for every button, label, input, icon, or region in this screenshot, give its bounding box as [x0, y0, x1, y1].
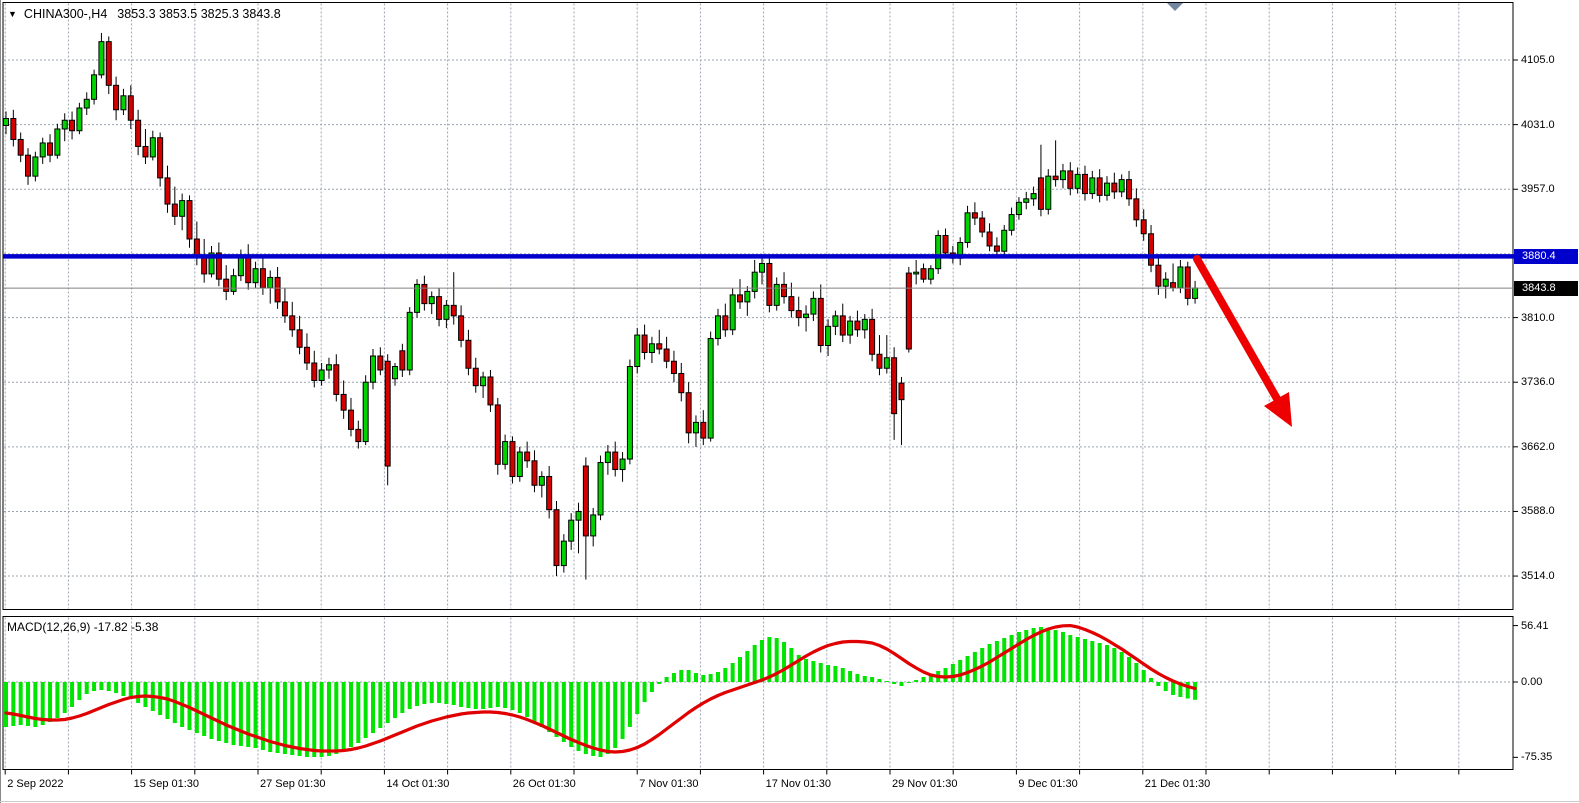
macd-axis-label: 0.00: [1521, 676, 1543, 688]
time-axis-label: 9 Dec 01:30: [1018, 778, 1078, 790]
hline-price-tag: 3880.4: [1514, 248, 1578, 264]
grid: [4, 3, 1512, 769]
macd-pane[interactable]: [2, 616, 1514, 770]
last-price-tag: 3843.8: [1514, 280, 1578, 296]
time-axis-label: 7 Nov 01:30: [639, 778, 699, 790]
macd-signal-line: [4, 623, 1197, 754]
main-chart-pane[interactable]: [2, 2, 1514, 610]
time-axis-label: 26 Oct 01:30: [512, 778, 576, 790]
time-axis-label: 17 Nov 01:30: [765, 778, 832, 790]
candlestick-series: [3, 32, 1199, 580]
price-axis-label: 3736.0: [1521, 376, 1555, 389]
macd-axis-label: 56.41: [1521, 619, 1549, 632]
price-axis-label: 3514.0: [1521, 570, 1555, 583]
macd-histogram: [4, 627, 1198, 757]
price-axis-label: 3957.0: [1521, 183, 1555, 196]
symbol-title: ▼ CHINA300-,H4 3853.3 3853.5 3825.3 3843.8: [8, 7, 281, 21]
time-axis-label: 15 Sep 01:30: [133, 778, 200, 790]
time-axis-label: 21 Dec 01:30: [1144, 778, 1211, 790]
price-axis-label: 3588.0: [1521, 505, 1555, 518]
time-axis-label: 2 Sep 2022: [7, 778, 64, 790]
chevron-down-icon[interactable]: ▼: [8, 9, 17, 19]
symbol-period-label: CHINA300-,H4: [23, 7, 108, 21]
axis-ticks: [4, 59, 1518, 775]
trend-arrow-annotation[interactable]: [1193, 255, 1292, 427]
price-axis-label: 4031.0: [1521, 118, 1555, 131]
price-axis-label: 3662.0: [1521, 440, 1555, 453]
time-axis-label: 27 Sep 01:30: [260, 778, 326, 790]
scroll-marker-icon: [1167, 3, 1183, 11]
price-axis-label: 3810.0: [1521, 311, 1555, 324]
horizontal-line-3880[interactable]: [3, 254, 1576, 259]
price-axis-label: 4105.0: [1521, 54, 1555, 66]
ohlc-quote-values: 3853.3 3853.5 3825.3 3843.8: [117, 7, 281, 21]
macd-indicator-label: MACD(12,26,9) -17.82 -5.38: [7, 620, 159, 634]
time-axis-label: 29 Nov 01:30: [892, 778, 958, 790]
time-axis-label: 14 Oct 01:30: [386, 778, 450, 790]
macd-axis-label: -75.35: [1521, 751, 1553, 764]
